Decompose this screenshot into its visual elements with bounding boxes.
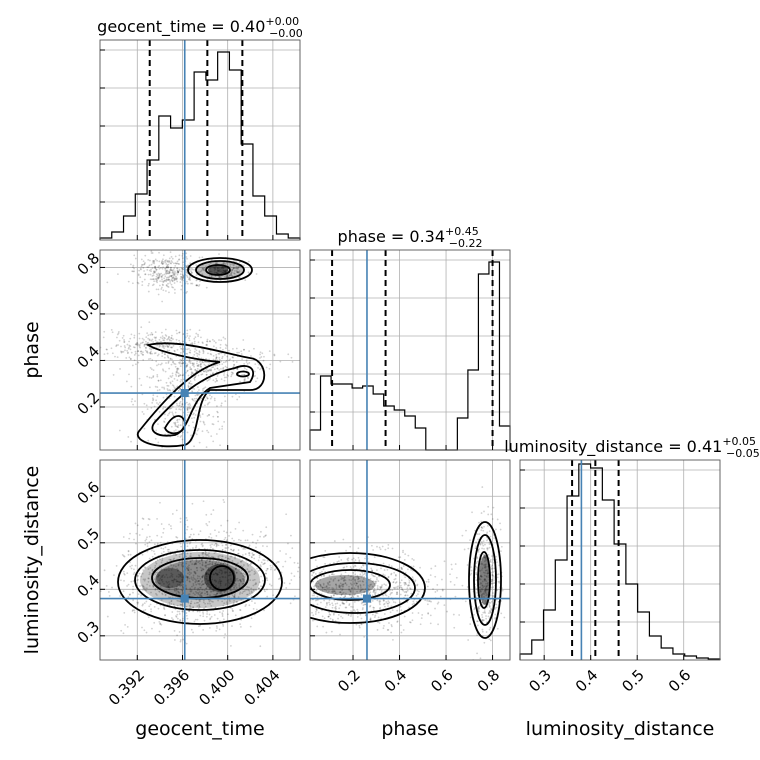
panel-background xyxy=(100,460,300,660)
contour-line xyxy=(477,551,491,609)
panel-background xyxy=(520,460,720,660)
contour-line xyxy=(310,562,416,614)
contours-distance-phase xyxy=(310,521,502,639)
panel-frame xyxy=(309,249,511,451)
contour-line xyxy=(209,565,235,591)
contour-line xyxy=(134,549,266,611)
truth-marker xyxy=(180,389,189,398)
contour-line xyxy=(187,257,253,283)
panel-background xyxy=(100,40,300,240)
x-tick-label: 0.5 xyxy=(618,666,648,696)
density-level xyxy=(315,575,375,595)
x-tick-label: 0.2 xyxy=(334,666,364,696)
density-level xyxy=(156,568,184,588)
panel-background xyxy=(310,460,510,660)
y-tick-label: 0.4 xyxy=(74,342,104,372)
contour-line xyxy=(310,569,391,601)
x-axis-label-phase: phase xyxy=(381,718,438,740)
y-axis-label-phase: phase xyxy=(21,321,43,378)
y-tick-label: 0.3 xyxy=(74,617,104,647)
contours-distance-geocent xyxy=(117,539,283,625)
histogram-luminosity_distance xyxy=(519,463,721,660)
x-axis-label-geocent_time: geocent_time xyxy=(135,718,264,740)
x-axis-label-luminosity_distance: luminosity_distance xyxy=(526,718,715,740)
panel-title-geocent_time: geocent_time = 0.40+0.00 −0.00 xyxy=(97,15,303,40)
panel-frame xyxy=(99,249,301,451)
y-tick-label: 0.8 xyxy=(74,249,104,279)
panel-frame xyxy=(519,459,721,661)
y-tick-label: 0.5 xyxy=(74,524,104,554)
x-tick-label: 0.396 xyxy=(150,666,193,709)
density-scatter xyxy=(100,499,300,660)
contour-line xyxy=(117,539,283,625)
x-tick-label: 0.392 xyxy=(105,666,148,709)
contour-line xyxy=(473,534,497,626)
x-tick-label: 0.400 xyxy=(195,666,238,709)
histogram-phase xyxy=(309,261,511,451)
y-tick-label: 0.2 xyxy=(74,389,104,419)
contour-line xyxy=(310,552,426,624)
panel-background xyxy=(100,250,300,450)
density-level xyxy=(479,555,491,605)
x-tick-label: 0.4 xyxy=(381,666,411,696)
density-level xyxy=(208,265,228,275)
x-tick-label: 0.8 xyxy=(474,666,504,696)
x-tick-label: 0.6 xyxy=(665,666,695,696)
panel-title-phase: phase = 0.34+0.45 −0.22 xyxy=(338,225,483,250)
x-tick-label: 0.6 xyxy=(427,666,457,696)
truth-marker xyxy=(362,594,371,603)
histogram-geocent_time xyxy=(99,51,301,240)
panel-title-luminosity_distance: luminosity_distance = 0.41+0.05 −0.05 xyxy=(504,435,760,460)
panel-frame xyxy=(99,39,301,241)
x-tick-label: 0.4 xyxy=(572,666,602,696)
panel-frame xyxy=(99,459,301,661)
panel-frame xyxy=(309,459,511,661)
truth-marker xyxy=(180,594,189,603)
y-axis-label-luminosity_distance: luminosity_distance xyxy=(21,466,43,655)
y-tick-label: 0.6 xyxy=(74,478,104,508)
contour-line xyxy=(468,521,502,639)
contour-line xyxy=(205,264,231,276)
y-tick-label: 0.6 xyxy=(74,296,104,326)
x-tick-label: 0.3 xyxy=(525,666,555,696)
panel-background xyxy=(310,250,510,450)
contour-line xyxy=(236,370,250,378)
y-tick-label: 0.4 xyxy=(74,571,104,601)
x-tick-label: 0.404 xyxy=(241,666,284,709)
contour-line xyxy=(195,260,245,280)
density-level xyxy=(204,564,236,592)
